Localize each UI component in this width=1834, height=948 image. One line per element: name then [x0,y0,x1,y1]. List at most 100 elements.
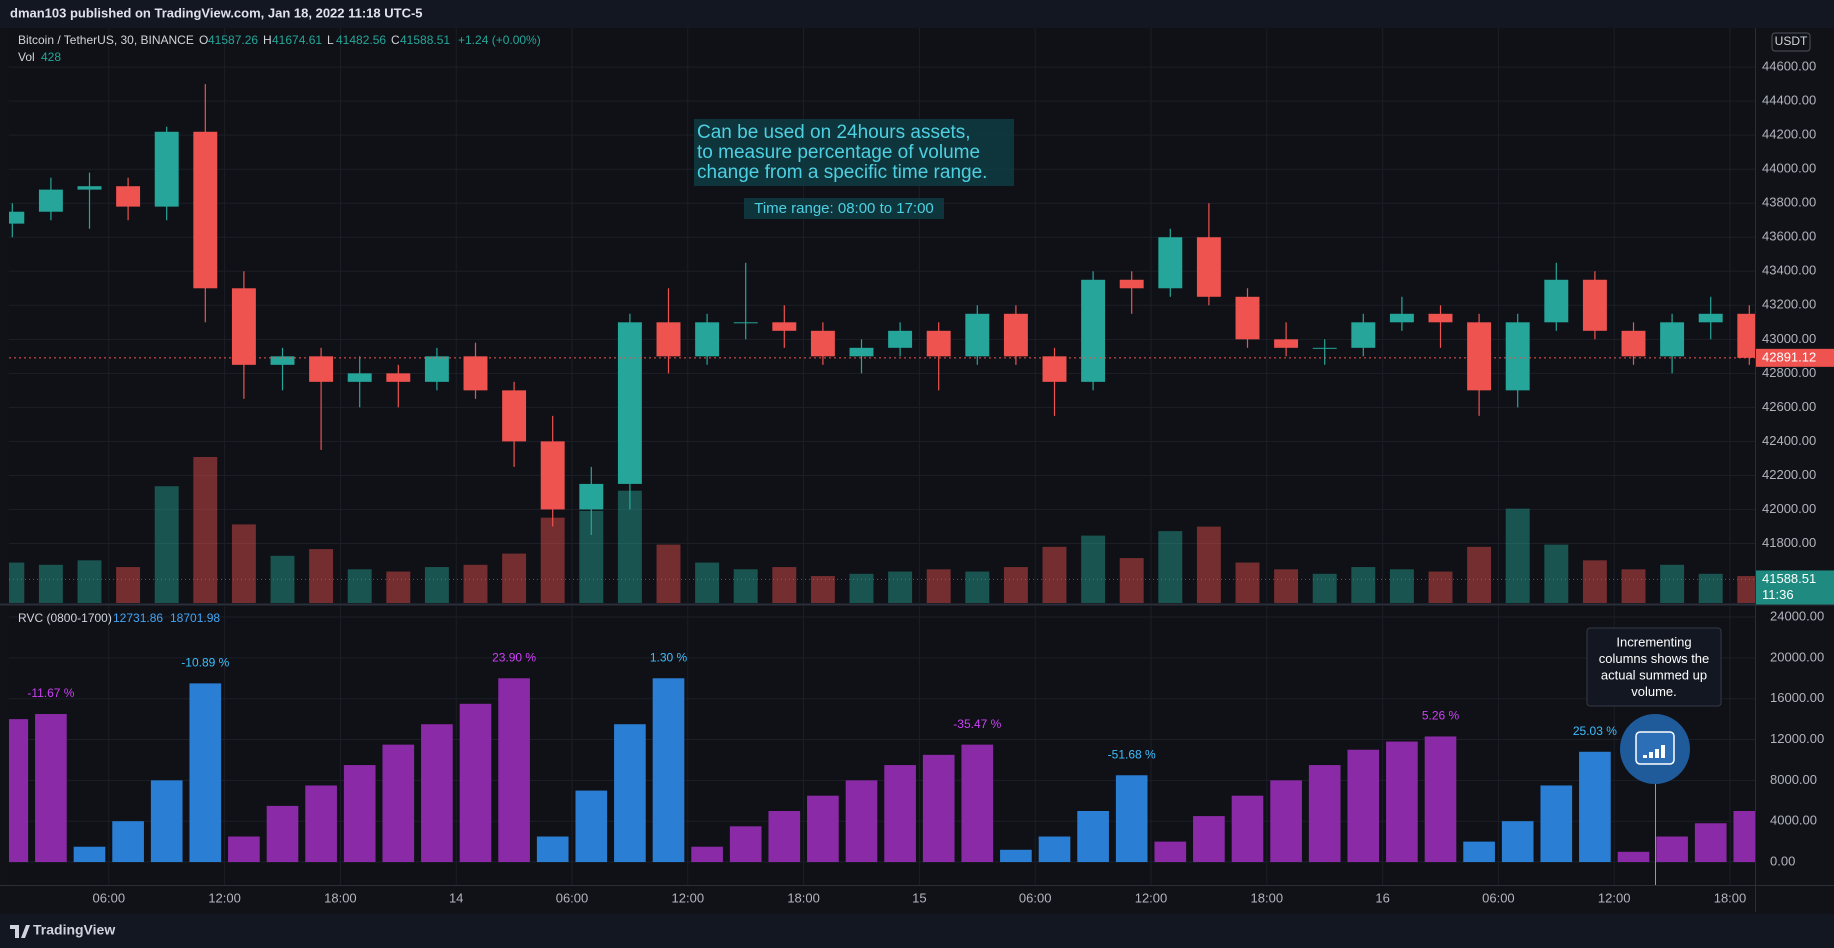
rvc-bar [1501,821,1534,863]
close-tag [1756,570,1834,605]
pct-label: -10.89 % [181,656,229,670]
currency: USDT [1775,34,1808,48]
rvc-bar [1733,810,1755,863]
volume-bar [1196,526,1221,603]
candle-body [965,313,990,357]
rvc-bar [768,810,801,863]
candle-body [9,211,25,224]
rvc-bar [729,826,762,863]
candle-body [1505,322,1530,391]
y-tick-label: 42400.00 [1762,433,1816,448]
rvc-bar [498,678,530,863]
rvc-bar [691,846,723,863]
volume-bar [1660,564,1685,603]
volume-bar [1119,558,1144,603]
x-tick-label: 18:00 [1714,890,1747,905]
volume-bar [193,457,218,603]
range-box [744,198,944,219]
y-tick-label: 43400.00 [1762,263,1816,278]
volume-bar [1737,576,1755,603]
tooltip-line: volume. [1631,684,1677,699]
candle-body [270,356,295,365]
y-tick-label: 41800.00 [1762,535,1816,550]
volume-bar [154,486,179,603]
change: +1.24 (+0.00%) [458,33,541,47]
volume-bar [386,571,411,603]
x-tick-label: 15 [912,890,926,905]
candle-body [810,330,835,357]
candle-body [77,186,102,190]
y-tick-label: 43800.00 [1762,195,1816,210]
volume-bar [1505,508,1530,603]
candle-body [1389,313,1414,323]
rvc-bar [1077,810,1109,863]
rvc-bar [421,724,453,863]
rvc-bar [343,765,376,863]
volume-bar [463,564,488,603]
rvc-layer [9,678,1755,863]
candle-body [772,322,797,331]
candle-body [695,322,720,357]
x-tick-label: 06:00 [1482,890,1515,905]
candle-body [1351,322,1376,348]
rvc-bar [1656,836,1688,863]
vol-name: Vol [18,50,35,64]
y-tick-label: 44000.00 [1762,161,1816,176]
volume-bar [617,490,642,603]
y-tick-label: 44400.00 [1762,93,1816,108]
volume-bar [579,510,604,603]
candle-body [116,186,141,207]
x-tick-label: 16 [1375,890,1389,905]
pct-label: 5.26 % [1422,709,1460,723]
volume-bar [1582,560,1607,603]
x-tick-label: 18:00 [324,890,357,905]
rvc-title: RVC (0800-1700) [18,611,112,625]
countdown: 11:36 [1762,587,1794,602]
pct-label: -51.68 % [1108,747,1156,761]
pct-label: -35.47 % [953,717,1001,731]
volume-bar [502,553,527,603]
y-tick-label: 42200.00 [1762,467,1816,482]
ohlc-key: L [327,33,334,47]
rvc-bar [1386,741,1418,863]
rvc-bar [1154,841,1187,863]
volume-bar [1042,546,1067,603]
rvc-bar [1694,823,1727,863]
volume-bar [1003,567,1028,603]
volume-bar [309,549,334,603]
ohlc-value: 41674.61 [272,33,322,47]
volume-bar [77,560,102,603]
rvc-bar [1424,736,1457,863]
volume-bar [1428,571,1453,603]
volume-bar [1389,569,1414,603]
candle-body [926,330,951,357]
rvc-bar [884,765,916,863]
x-tick-label: 12:00 [1598,890,1631,905]
tooltip-line: Incrementing [1616,634,1691,649]
y-tick-label: 42800.00 [1762,365,1816,380]
rvc-bar [1231,795,1264,863]
ohlc-key: O [199,33,208,47]
x-tick-label: 06:00 [1019,890,1052,905]
rvc-bar [575,790,608,863]
time-range: Time range: 08:00 to 17:00 [754,200,934,217]
volume-bar [849,573,874,603]
candle-body [1003,313,1028,357]
candle-body [1119,279,1144,289]
price-grid [9,28,1755,603]
volume-layer [9,457,1755,603]
candle-body [1698,313,1723,323]
y-tick-label: 43600.00 [1762,229,1816,244]
y-tick-label: 0.00 [1770,853,1795,868]
rvc-bar [1193,816,1225,863]
currency-box [1771,32,1811,52]
rvc-bar [1347,749,1380,863]
volume-bar [733,569,758,603]
volume-bar [38,564,63,603]
candle-body [1081,279,1106,382]
x-tick-label: 18:00 [1251,890,1284,905]
tooltip-box [1586,627,1722,707]
y-tick-label: 44600.00 [1762,59,1816,74]
volume-bar [1158,531,1183,603]
candle-body [849,347,874,357]
